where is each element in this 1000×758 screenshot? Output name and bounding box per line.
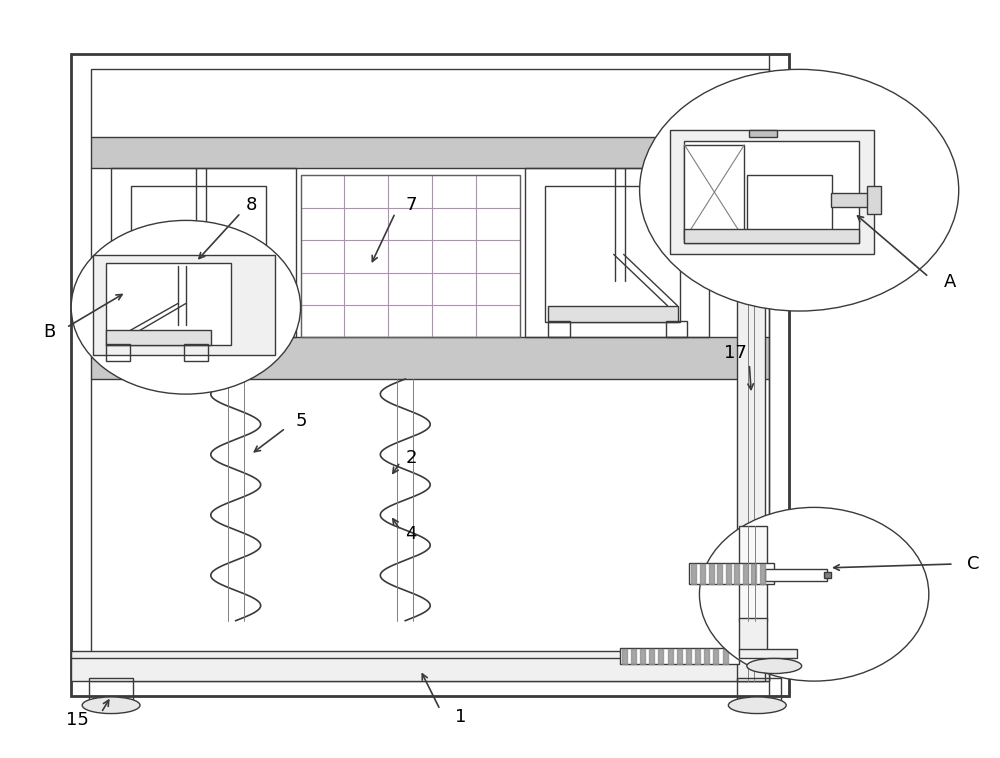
Bar <box>184 344 208 361</box>
Ellipse shape <box>82 697 140 713</box>
Bar <box>71 55 789 696</box>
Text: 17: 17 <box>724 343 747 362</box>
Bar <box>684 141 859 243</box>
Bar <box>133 305 263 322</box>
Text: B: B <box>43 323 56 341</box>
Text: C: C <box>967 555 979 573</box>
Bar <box>824 572 831 578</box>
Circle shape <box>71 221 301 394</box>
Bar <box>548 305 678 322</box>
Text: 4: 4 <box>405 525 417 543</box>
Bar <box>71 651 769 681</box>
Bar <box>620 648 739 665</box>
Bar <box>89 678 133 702</box>
Bar <box>737 678 781 702</box>
Bar <box>747 175 832 232</box>
Bar <box>93 255 275 355</box>
Bar <box>749 130 777 137</box>
Bar <box>106 264 231 345</box>
Text: 2: 2 <box>405 449 417 467</box>
Bar <box>739 619 767 655</box>
Bar <box>111 168 296 337</box>
Bar <box>133 321 155 337</box>
Bar <box>737 130 765 681</box>
Bar <box>525 168 709 337</box>
Bar <box>91 337 769 379</box>
Bar <box>684 145 744 240</box>
Text: 15: 15 <box>66 711 89 729</box>
Text: 5: 5 <box>296 412 307 430</box>
Circle shape <box>640 70 959 311</box>
Bar <box>739 526 767 621</box>
Ellipse shape <box>747 659 802 674</box>
Bar <box>251 321 273 337</box>
Bar <box>769 55 789 696</box>
Bar <box>739 650 797 659</box>
Bar <box>91 70 769 681</box>
Bar <box>106 344 130 361</box>
Bar <box>131 186 266 322</box>
Bar <box>867 186 881 215</box>
Bar <box>666 321 687 337</box>
Bar <box>301 175 520 337</box>
Bar <box>106 330 211 345</box>
Bar <box>670 130 874 255</box>
Bar <box>684 230 859 243</box>
Ellipse shape <box>728 697 786 713</box>
Bar <box>765 568 827 581</box>
Text: 8: 8 <box>246 196 257 215</box>
Bar <box>689 563 774 584</box>
Bar <box>831 193 869 207</box>
Bar <box>91 137 769 168</box>
Text: 1: 1 <box>455 707 466 725</box>
Bar <box>545 186 680 322</box>
Circle shape <box>699 507 929 681</box>
Bar <box>548 321 570 337</box>
Text: A: A <box>944 274 956 291</box>
Text: 7: 7 <box>405 196 417 215</box>
